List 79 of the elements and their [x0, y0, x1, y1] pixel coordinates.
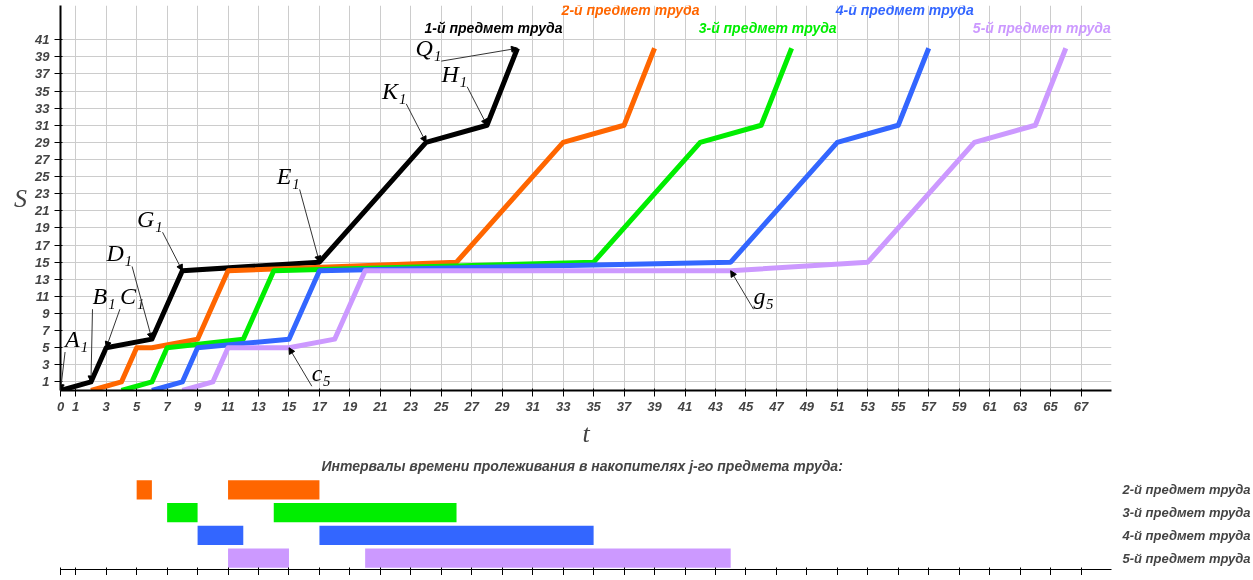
- y-tick-label: 1: [42, 374, 50, 390]
- x-tick-label: 61: [982, 398, 997, 414]
- x-tick-label: 63: [1012, 398, 1029, 414]
- x-tick-label: 3: [102, 398, 111, 414]
- y-tick-label: 15: [35, 254, 51, 270]
- x-tick-label: 11: [221, 398, 235, 414]
- annotation: E₁: [275, 163, 300, 190]
- x-tick-label: 43: [707, 398, 724, 414]
- annotation: C₁: [119, 283, 145, 310]
- x-tick-label: 67: [1073, 398, 1090, 414]
- x-tick-label: 35: [586, 398, 602, 414]
- x-tick-label: 37: [616, 398, 633, 414]
- series-label: 1-й предмет труда: [424, 20, 563, 37]
- text: 4-й предмет труда: [834, 2, 974, 19]
- y-tick-label: 11: [36, 288, 50, 304]
- y-tick-label: 23: [34, 186, 51, 202]
- x-tick-label: 7: [163, 398, 172, 414]
- y-tick-label: 27: [34, 152, 51, 167]
- x-tick-label: 21: [372, 398, 388, 414]
- text: 3-й предмет труда: [698, 20, 837, 37]
- x-tick-label: 41: [676, 398, 693, 414]
- x-tick-label: 33: [555, 398, 572, 414]
- x-tick-label: 53: [860, 398, 876, 414]
- x-tick-label: 1: [72, 398, 80, 414]
- y-tick-label: 37: [35, 66, 51, 82]
- x-tick-label: 45: [737, 398, 754, 414]
- x-tick-label: 13: [251, 398, 267, 414]
- y-tick-label: 7: [42, 323, 51, 339]
- text: 5-й предмет труда: [972, 20, 1112, 37]
- x-tick-label: 39: [647, 398, 663, 414]
- annotation: K₁: [380, 77, 407, 104]
- chart-title: Интервалы времени пролеживания в накопителях j-го предмета труда:: [321, 457, 843, 474]
- y-tick-label: 9: [42, 306, 51, 321]
- x-tick-label: 57: [921, 398, 937, 414]
- y-tick-label: 13: [35, 271, 51, 287]
- annotation: G₁: [136, 206, 163, 233]
- x-tick-label: 59: [951, 398, 968, 414]
- annotation: A₁: [63, 326, 89, 352]
- x-tick-label: 15: [281, 398, 297, 414]
- x-tick-label: 55: [891, 398, 907, 414]
- x-tick-label: 31: [525, 398, 540, 414]
- x-tick-label: 5: [133, 398, 142, 414]
- x-tick-label: 47: [768, 398, 785, 414]
- x-tick-label: 51: [830, 398, 845, 414]
- y-tick-label: 3-й предмет труда: [1122, 505, 1251, 521]
- x-tick-label: 49: [798, 398, 815, 414]
- annotation: g₅: [753, 283, 774, 310]
- y-tick-label: 41: [34, 32, 50, 48]
- x-tick-label: 17: [312, 398, 328, 414]
- y-tick-label: 33: [35, 100, 51, 116]
- y-tick-label: 29: [34, 134, 51, 150]
- y-axis-title: S: [14, 183, 28, 213]
- x-tick-label: 65: [1043, 398, 1059, 414]
- annotation: Q₁: [415, 35, 442, 62]
- x-tick-label: 19: [342, 398, 358, 414]
- x-axis-title: t: [582, 418, 591, 448]
- x-tick-label: 27: [463, 398, 480, 414]
- x-tick-label: 9: [193, 398, 202, 414]
- y-tick-label: 5: [42, 340, 51, 356]
- annotation: B₁: [92, 283, 116, 310]
- y-tick-label: 21: [34, 203, 50, 219]
- y-tick-label: 25: [34, 169, 51, 185]
- y-tick-label: 3: [42, 357, 51, 373]
- y-tick-label: 5-й предмет труда: [1122, 550, 1251, 566]
- annotation: D₁: [105, 240, 133, 267]
- annotation: H₁: [440, 60, 468, 87]
- y-tick-label: 19: [35, 220, 51, 236]
- x-tick-label: 25: [433, 398, 450, 414]
- y-tick-label: 31: [35, 117, 50, 133]
- x-tick-label: 23: [402, 398, 419, 414]
- text: 2-й предмет труда: [560, 2, 700, 19]
- y-tick-label: 35: [35, 83, 51, 99]
- y-tick-label: 39: [35, 49, 51, 65]
- x-tick-label: 0: [56, 398, 65, 414]
- y-tick-label: 17: [35, 237, 51, 253]
- y-tick-label: 4-й предмет труда: [1121, 527, 1251, 543]
- y-tick-label: 2-й предмет труда: [1121, 482, 1251, 498]
- annotation: c₅: [311, 360, 331, 387]
- x-tick-label: 29: [493, 398, 511, 414]
